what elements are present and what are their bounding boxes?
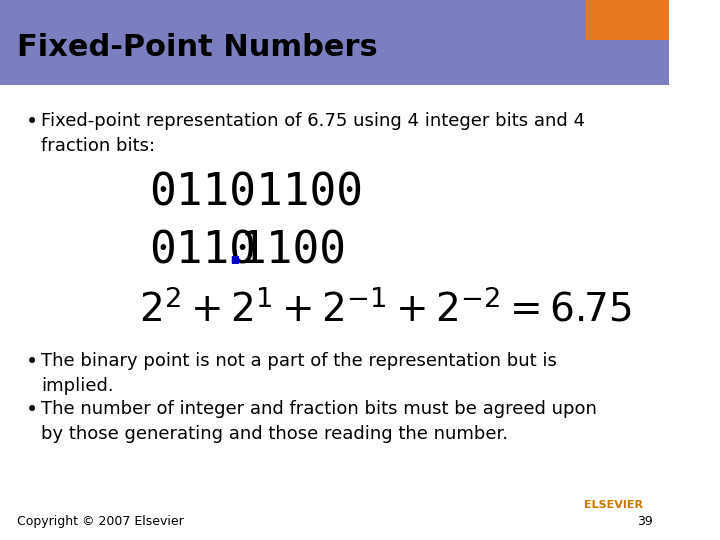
FancyBboxPatch shape [0,0,670,85]
Text: Fixed-point representation of 6.75 using 4 integer bits and 4
fraction bits:: Fixed-point representation of 6.75 using… [41,112,585,155]
Text: 0110: 0110 [149,230,256,273]
Text: Fixed-Point Numbers: Fixed-Point Numbers [17,33,377,63]
Text: The number of integer and fraction bits must be agreed upon
by those generating : The number of integer and fraction bits … [41,400,597,443]
Text: .: . [221,230,248,273]
Text: Copyright © 2007 Elsevier: Copyright © 2007 Elsevier [17,515,184,528]
Text: ELSEVIER: ELSEVIER [584,500,643,510]
Text: The binary point is not a part of the representation but is
implied.: The binary point is not a part of the re… [41,352,557,395]
Text: •: • [26,352,38,372]
Text: 01101100: 01101100 [149,172,363,215]
FancyBboxPatch shape [585,0,670,40]
Text: •: • [26,400,38,420]
Text: 39: 39 [637,515,652,528]
Text: $2^2 + 2^1 + 2^{-1} + 2^{-2} = 6.75$: $2^2 + 2^1 + 2^{-1} + 2^{-2} = 6.75$ [140,290,632,330]
Text: 1100: 1100 [239,230,346,273]
Text: •: • [26,112,38,132]
